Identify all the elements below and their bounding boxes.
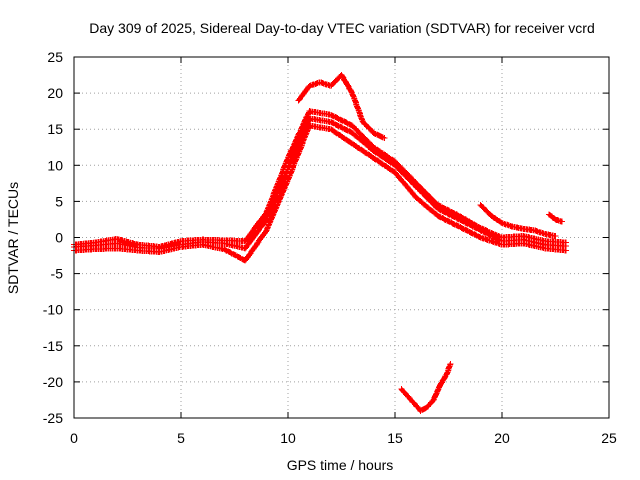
data-series-late_segment — [477, 202, 559, 240]
y-tick-label: 25 — [47, 49, 63, 65]
x-tick-label: 10 — [280, 430, 296, 446]
axis-tick-labels: 0 5 10 15 20 25 25 20 15 10 5 0 -5 -10 -15 -20 -25 — [43, 49, 617, 446]
y-tick-label: 15 — [47, 121, 63, 137]
y-tick-label: -20 — [43, 374, 63, 390]
y-axis-label: SDTVAR / TECUs — [5, 182, 21, 294]
y-tick-label: -5 — [51, 266, 64, 282]
data-series-dip_segment — [398, 360, 454, 414]
x-tick-label: 20 — [494, 430, 510, 446]
data-series-upper_band — [295, 72, 388, 141]
axis-ticks — [73, 56, 610, 419]
x-tick-label: 5 — [177, 430, 185, 446]
x-tick-label: 0 — [70, 430, 78, 446]
chart-title: Day 309 of 2025, Sidereal Day-to-day VTE… — [89, 20, 595, 36]
y-tick-label: 5 — [55, 193, 63, 209]
y-tick-label: -15 — [43, 338, 63, 354]
y-tick-label: 10 — [47, 157, 63, 173]
y-tick-label: -10 — [43, 302, 63, 318]
y-tick-label: 0 — [55, 230, 63, 246]
x-tick-label: 15 — [387, 430, 403, 446]
x-tick-label: 25 — [601, 430, 617, 446]
x-axis-label: GPS time / hours — [287, 457, 394, 473]
data-series-end_segment — [546, 211, 565, 225]
y-tick-label: -25 — [43, 410, 63, 426]
y-tick-label: 20 — [47, 85, 63, 101]
